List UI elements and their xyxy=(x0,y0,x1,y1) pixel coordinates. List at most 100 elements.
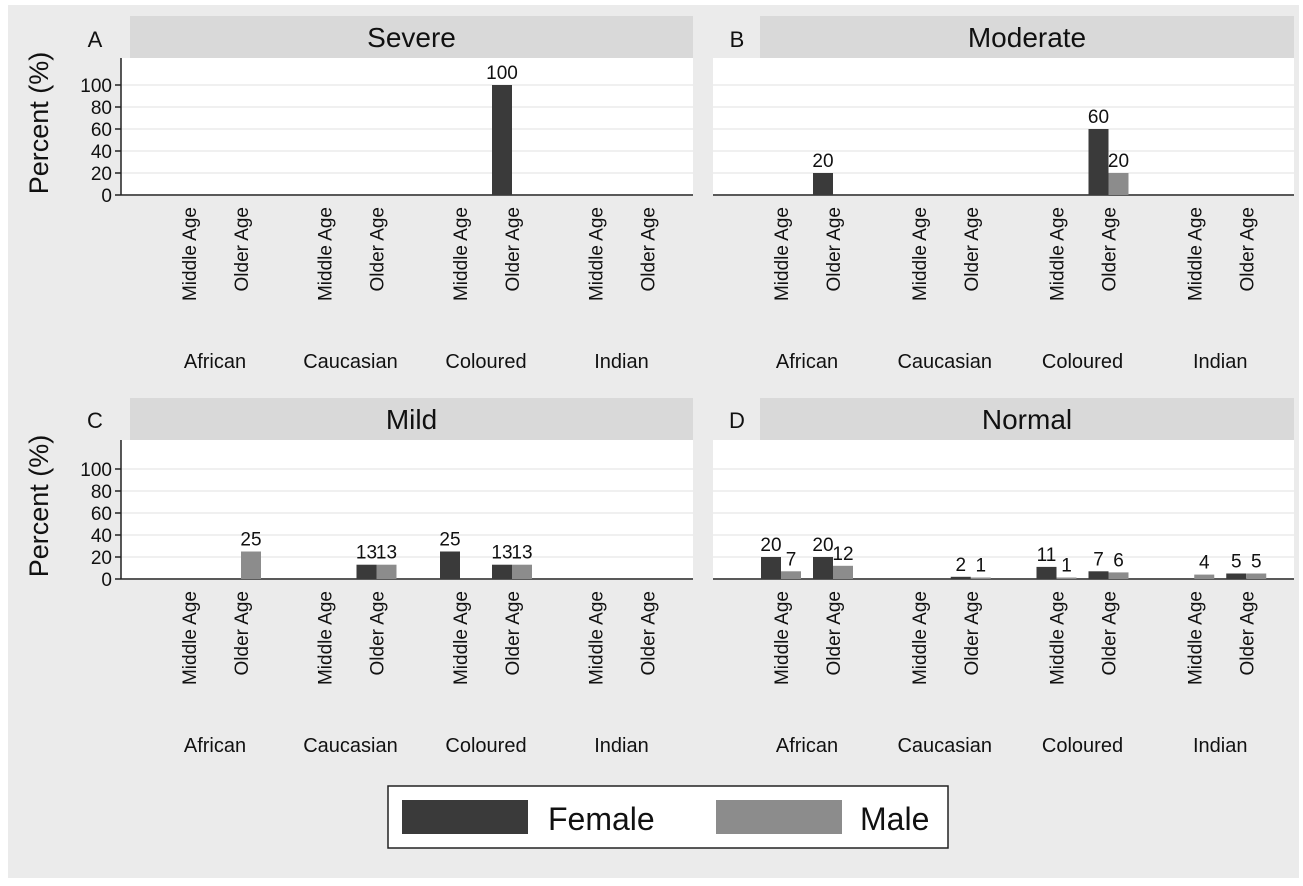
data-label: 1 xyxy=(975,556,986,577)
category-label: Older Age xyxy=(962,591,983,676)
panel-title: Normal xyxy=(982,404,1072,435)
category-label: Older Age xyxy=(503,207,524,292)
data-label: 1 xyxy=(1061,556,1072,577)
category-label: Middle Age xyxy=(772,591,793,685)
data-label: 100 xyxy=(486,63,518,84)
bar-female xyxy=(1088,129,1109,195)
bar-male xyxy=(376,564,397,579)
group-label: Coloured xyxy=(445,351,526,373)
bar-female xyxy=(440,551,460,579)
y-tick-label: 40 xyxy=(91,526,112,547)
group-label: African xyxy=(776,735,838,757)
panel-letter: B xyxy=(730,27,745,52)
bar-female xyxy=(950,576,971,579)
panel-letter: D xyxy=(729,408,745,433)
category-label: Middle Age xyxy=(451,207,472,301)
y-tick-label: 20 xyxy=(91,548,112,569)
data-label: 13 xyxy=(491,543,512,564)
plot-area xyxy=(121,440,693,580)
group-label: Caucasian xyxy=(303,351,398,373)
category-label: Middle Age xyxy=(910,591,931,685)
panel-title: Mild xyxy=(386,404,437,435)
panel-header xyxy=(760,16,1294,58)
data-label: 25 xyxy=(439,530,460,551)
panel-letter: C xyxy=(87,408,103,433)
group-label: Indian xyxy=(1193,735,1248,757)
group-label: African xyxy=(776,351,838,373)
group-label: Indian xyxy=(1193,351,1248,373)
group-label: Indian xyxy=(594,735,649,757)
category-label: Middle Age xyxy=(587,207,608,301)
panel-b: B Moderate Middle Age Older Age African Middl… xyxy=(713,16,1294,373)
legend-label: Male xyxy=(860,801,929,837)
panel-title: Moderate xyxy=(968,22,1086,53)
group-label: Caucasian xyxy=(897,351,992,373)
group-label: African xyxy=(184,735,246,757)
group-label: Coloured xyxy=(445,735,526,757)
panel-header xyxy=(760,398,1294,440)
panel-letter: A xyxy=(88,27,103,52)
category-label: Older Age xyxy=(639,591,660,676)
bar-male xyxy=(781,571,801,579)
data-label: 12 xyxy=(832,544,853,565)
category-label: Older Age xyxy=(824,207,845,292)
data-label: 6 xyxy=(1113,550,1124,571)
category-label: Older Age xyxy=(232,591,253,676)
y-tick-label: 80 xyxy=(91,98,112,119)
legend-label: Female xyxy=(548,801,655,837)
panel-header xyxy=(130,398,693,440)
y-axis-title: Percent (%) xyxy=(24,52,54,195)
bar-female xyxy=(492,85,512,195)
bar-female xyxy=(492,564,512,579)
y-tick-label: 20 xyxy=(91,164,112,185)
group-label: African xyxy=(184,351,246,373)
category-label: Middle Age xyxy=(316,591,337,685)
y-tick-label: 80 xyxy=(91,482,112,503)
category-label: Middle Age xyxy=(316,207,337,301)
bar-male xyxy=(512,564,532,579)
category-label: Older Age xyxy=(962,207,983,292)
category-label: Older Age xyxy=(1100,591,1121,676)
bar-male xyxy=(1056,577,1077,579)
plot-area xyxy=(713,58,1294,196)
category-label: Older Age xyxy=(1237,591,1258,676)
category-label: Older Age xyxy=(503,591,524,676)
group-label: Coloured xyxy=(1042,351,1123,373)
y-tick-label: 60 xyxy=(91,504,112,525)
y-tick-label: 100 xyxy=(80,76,112,97)
bar-male xyxy=(970,577,991,579)
category-label: Older Age xyxy=(1237,207,1258,292)
bar-male xyxy=(1108,173,1129,195)
group-label: Caucasian xyxy=(303,735,398,757)
category-label: Middle Age xyxy=(180,207,201,301)
y-tick-label: 40 xyxy=(91,142,112,163)
bar-female xyxy=(356,564,377,579)
bar-male xyxy=(833,565,853,579)
data-label: 4 xyxy=(1199,553,1210,574)
category-label: Older Age xyxy=(368,591,389,676)
category-label: Middle Age xyxy=(772,207,793,301)
category-label: Middle Age xyxy=(180,591,201,685)
bar-female xyxy=(813,173,833,195)
legend-swatch-male xyxy=(716,800,842,834)
data-label: 7 xyxy=(786,549,797,570)
plot-area xyxy=(121,58,693,196)
bar-female xyxy=(761,557,781,579)
data-label: 7 xyxy=(1093,549,1104,570)
data-label: 20 xyxy=(812,151,833,172)
bar-female xyxy=(1088,571,1109,579)
y-tick-label: 0 xyxy=(101,570,112,591)
bar-female xyxy=(1036,566,1057,579)
data-label: 20 xyxy=(760,535,781,556)
data-label: 13 xyxy=(376,543,397,564)
category-label: Middle Age xyxy=(1185,207,1206,301)
data-label: 25 xyxy=(240,530,261,551)
legend: Female Male xyxy=(387,785,949,849)
y-tick-label: 100 xyxy=(80,460,112,481)
data-label: 20 xyxy=(812,535,833,556)
bar-male xyxy=(1246,573,1267,579)
y-axis-title: Percent (%) xyxy=(24,435,54,578)
